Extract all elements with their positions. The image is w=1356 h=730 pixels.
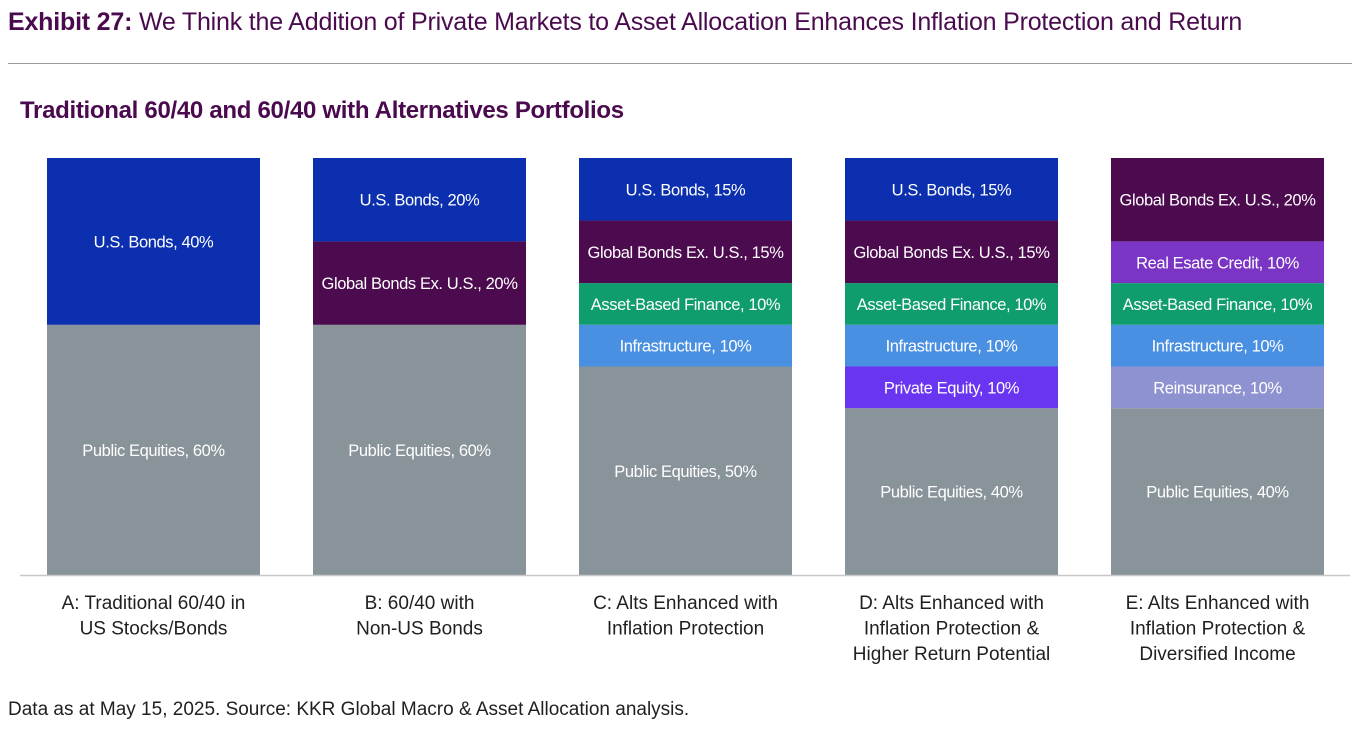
category-label: Higher Return Potential [853,644,1051,665]
bar-segment [845,324,1058,367]
segment-label: Asset-Based Finance, 10% [857,296,1047,314]
bar-segment [579,366,792,575]
segment-label: Public Equities, 50% [614,463,757,481]
segment-label: Real Esate Credit, 10% [1136,254,1299,272]
bar-segment [47,324,260,575]
segment-label: Infrastructure, 10% [886,338,1019,356]
bar-segment [1111,283,1324,325]
category-label: A: Traditional 60/40 in [62,593,246,614]
category-label: US Stocks/Bonds [80,619,228,640]
category-label: Non-US Bonds [356,619,483,640]
segment-label: Global Bonds Ex. U.S., 15% [588,244,785,262]
category-label: E: Alts Enhanced with [1126,593,1310,614]
bar-segment [579,283,792,325]
bar-segment [313,324,526,575]
bar-segment [579,158,792,221]
segment-label: U.S. Bonds, 15% [892,181,1012,199]
category-label: Diversified Income [1139,644,1295,665]
portfolio-bar-c: Public Equities, 50% Infrastructure, 10% A… [579,158,792,575]
segment-label: U.S. Bonds, 20% [360,192,480,210]
bar-segment [579,324,792,367]
bar-segment [845,366,1058,409]
segment-label: Asset-Based Finance, 10% [591,296,781,314]
source-footnote: Data as at May 15, 2025. Source: KKR Glo… [8,699,690,720]
segment-label: U.S. Bonds, 15% [626,181,746,199]
portfolio-bar-b: Public Equities, 60% Global Bonds Ex. U.S… [313,158,526,575]
segment-label: Global Bonds Ex. U.S., 20% [1120,192,1317,210]
segment-label: Reinsurance, 10% [1153,379,1282,397]
exhibit-title: Exhibit 27: We Think the Addition of Pri… [8,8,1242,37]
segment-label: Public Equities, 40% [880,484,1023,502]
bar-segment [845,158,1058,221]
exhibit-title-text: We Think the Addition of Private Markets… [138,8,1243,36]
bar-segment [1111,408,1324,575]
bar-segment [47,158,260,325]
bar-segment [1111,366,1324,409]
segment-label: Asset-Based Finance, 10% [1123,296,1313,314]
portfolio-bar-d: Public Equities, 40% Private Equity, 10% I… [845,158,1058,575]
exhibit-label: Exhibit 27: [8,8,133,36]
title-divider [8,63,1352,64]
segment-label: Public Equities, 40% [1146,484,1289,502]
portfolio-bar-a: Public Equities, 60% U.S. Bonds, 40% [47,158,260,575]
category-label: B: 60/40 with [365,593,475,614]
bar-segment [1111,241,1324,284]
portfolio-bar-e: Public Equities, 40% Reinsurance, 10% Infr… [1111,158,1324,575]
stacked-bar-chart: Public Equities, 60% U.S. Bonds, 40% A: Tr… [20,158,1350,665]
category-label: Inflation Protection & [864,619,1040,640]
bar-segment [313,158,526,242]
segment-label: Infrastructure, 10% [1152,338,1285,356]
segment-label: Public Equities, 60% [82,442,225,460]
category-label: Inflation Protection [607,619,764,640]
category-label: D: Alts Enhanced with [859,593,1044,614]
bar-segment [313,241,526,325]
bar-segment [579,220,792,284]
segment-label: Infrastructure, 10% [620,338,753,356]
category-label: Inflation Protection & [1130,619,1306,640]
segment-label: Private Equity, 10% [884,379,1020,397]
segment-label: Public Equities, 60% [348,442,491,460]
segment-label: Global Bonds Ex. U.S., 15% [854,244,1051,262]
bar-segment [1111,324,1324,367]
category-label: C: Alts Enhanced with [593,593,778,614]
bar-segment [845,220,1058,284]
bar-segment [845,408,1058,575]
chart-title: Traditional 60/40 and 60/40 with Alterna… [20,97,624,124]
segment-label: Global Bonds Ex. U.S., 20% [322,275,519,293]
segment-label: U.S. Bonds, 40% [94,233,214,251]
bar-segment [1111,158,1324,242]
bar-segment [845,283,1058,325]
